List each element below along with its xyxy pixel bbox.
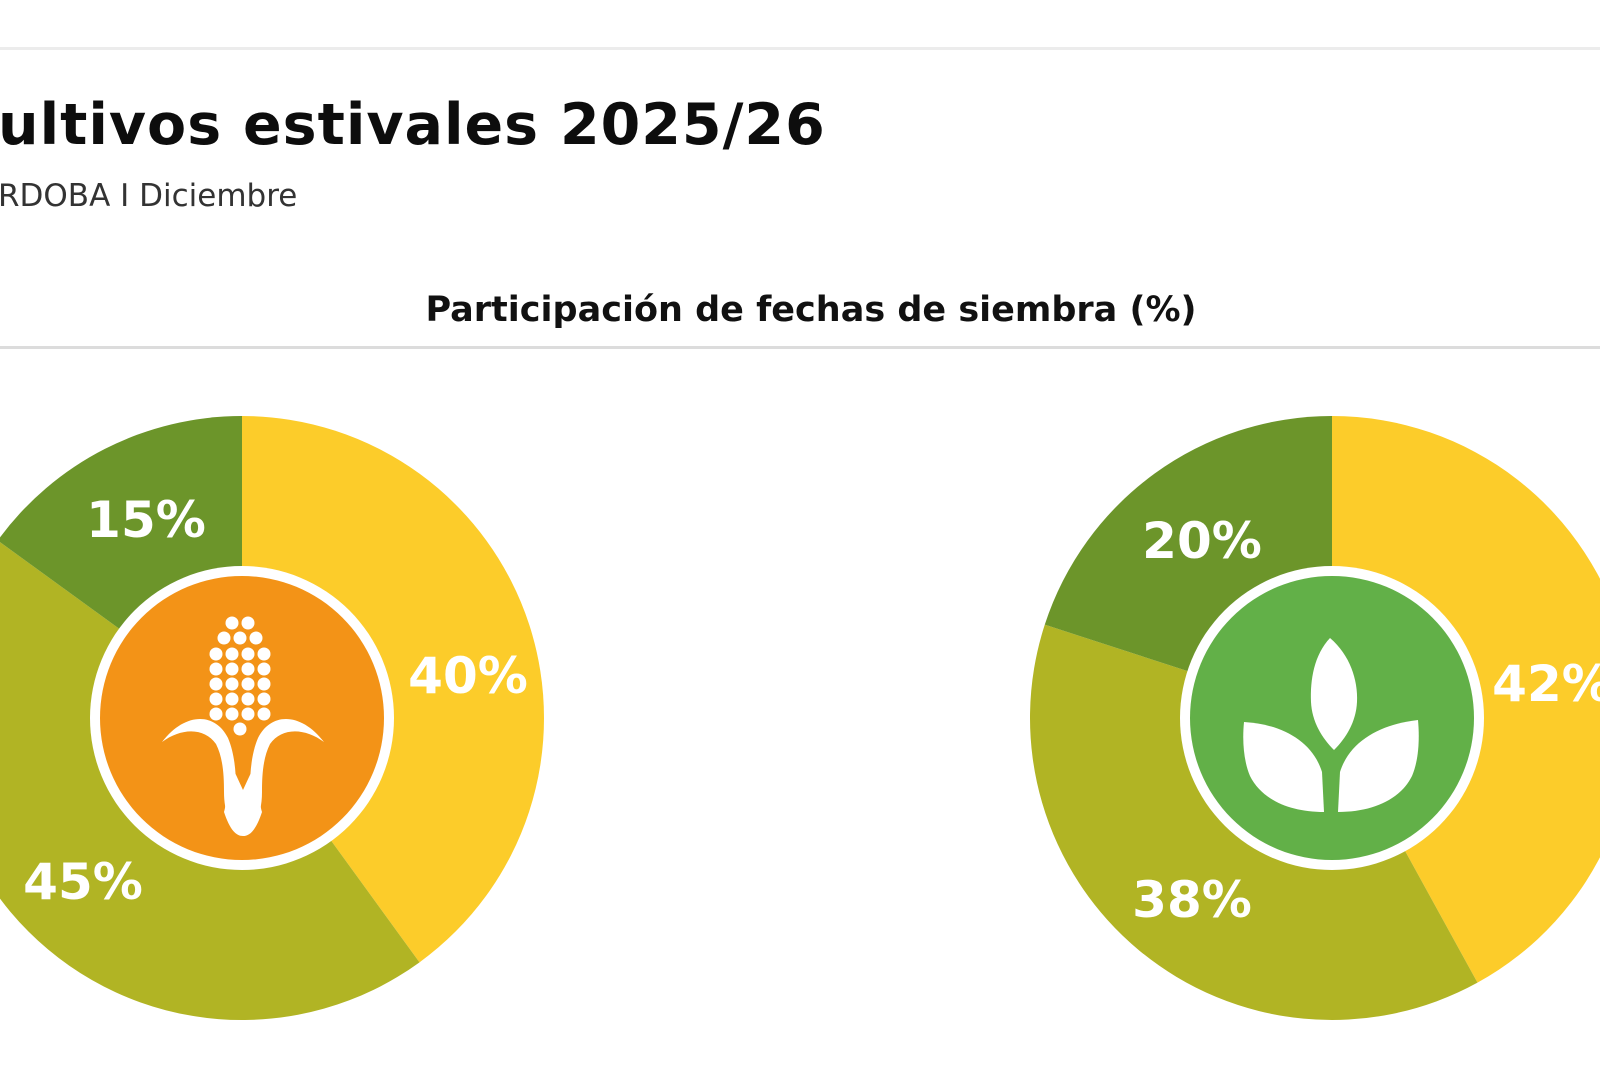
- chart-heading: Participación de fechas de siembra (%): [425, 290, 1197, 330]
- slice-percentage-label: 42%: [1492, 655, 1600, 713]
- corn-kernel: [209, 692, 223, 706]
- corn-kernel: [241, 647, 255, 661]
- corn-badge-fill: [100, 576, 384, 860]
- corn-badge: [90, 566, 394, 870]
- corn-kernel: [225, 647, 239, 661]
- corn-kernel: [233, 631, 247, 645]
- corn-kernel: [225, 692, 239, 706]
- corn-kernel: [225, 616, 239, 630]
- corn-kernel: [257, 647, 271, 661]
- soy-badge: [1180, 566, 1484, 870]
- corn-kernel: [257, 692, 271, 706]
- slice-percentage-label: 38%: [1132, 871, 1252, 929]
- corn-kernel: [225, 707, 239, 721]
- corn-kernel: [225, 677, 239, 691]
- page-title: ultivos estivales 2025/26: [0, 92, 826, 158]
- corn-kernel: [209, 647, 223, 661]
- slice-percentage-label: 15%: [86, 491, 206, 549]
- corn-kernel: [209, 677, 223, 691]
- slice-percentage-label: 20%: [1142, 512, 1262, 570]
- corn-kernel: [233, 722, 247, 736]
- corn-kernel: [209, 707, 223, 721]
- page-subtitle: RDOBA I Diciembre: [0, 178, 298, 214]
- chart-divider: [0, 346, 1600, 349]
- corn-kernel: [241, 677, 255, 691]
- corn-icon: [162, 616, 324, 836]
- corn-kernel: [209, 662, 223, 676]
- corn-kernel: [257, 662, 271, 676]
- corn-kernel: [241, 616, 255, 630]
- corn-kernel: [257, 707, 271, 721]
- slice-percentage-label: 40%: [408, 647, 528, 705]
- corn-kernel: [241, 662, 255, 676]
- corn-kernel: [249, 631, 263, 645]
- pie-slice: [242, 416, 544, 963]
- slice-percentage-label: 45%: [23, 853, 143, 911]
- corn-kernel: [241, 707, 255, 721]
- pie-labels: 40% 45% 15% 42% 38% 20%: [23, 491, 1600, 929]
- corn-kernel: [257, 677, 271, 691]
- corn-kernel: [225, 662, 239, 676]
- corn-kernel: [217, 631, 231, 645]
- top-divider: [0, 47, 1600, 50]
- corn-kernel: [241, 692, 255, 706]
- leaf-sprout-icon: [1243, 638, 1419, 812]
